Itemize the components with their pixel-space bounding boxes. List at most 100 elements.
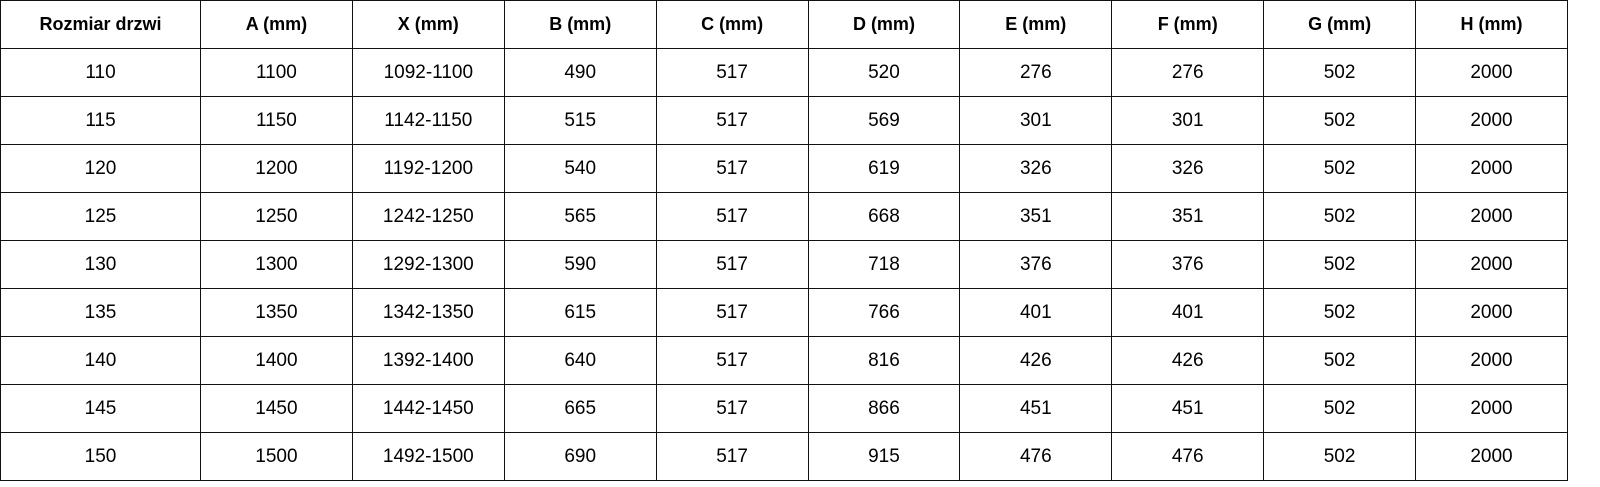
- table-cell: 2000: [1415, 48, 1568, 97]
- table-cell: 668: [807, 192, 961, 241]
- table-cell: 2000: [1415, 240, 1568, 289]
- table-cell: 2000: [1415, 96, 1568, 145]
- table-cell: 569: [807, 96, 961, 145]
- table-cell: 590: [503, 240, 657, 289]
- table-cell: 130: [0, 240, 201, 289]
- table-cell: 301: [1111, 96, 1265, 145]
- table-cell: 490: [503, 48, 657, 97]
- table-cell: 376: [1111, 240, 1265, 289]
- table-cell: 2000: [1415, 144, 1568, 193]
- table-row: 130 1300 1292-1300 590 517 718 376 376 502 2000: [0, 240, 1568, 289]
- table-cell: 520: [807, 48, 961, 97]
- table-cell: 145: [0, 384, 201, 433]
- table-cell: 2000: [1415, 192, 1568, 241]
- table-row: 120 1200 1192-1200 540 517 619 326 326 502 2000: [0, 144, 1568, 193]
- header-row: Rozmiar drzwi A (mm) X (mm) B (mm) C (mm) D (…: [0, 0, 1568, 49]
- column-header: C (mm): [655, 0, 809, 49]
- table-cell: 426: [1111, 336, 1265, 385]
- table-cell: 517: [655, 432, 809, 481]
- table-cell: 451: [1111, 384, 1265, 433]
- table-cell: 502: [1263, 48, 1416, 97]
- column-header: G (mm): [1263, 0, 1416, 49]
- table-cell: 517: [655, 96, 809, 145]
- column-header: A (mm): [200, 0, 353, 49]
- table-cell: 1100: [200, 48, 353, 97]
- table-cell: 517: [655, 144, 809, 193]
- table-cell: 1142-1150: [351, 96, 505, 145]
- table-row: 115 1150 1142-1150 515 517 569 301 301 502 2000: [0, 96, 1568, 145]
- table-cell: 690: [503, 432, 657, 481]
- table-cell: 540: [503, 144, 657, 193]
- table-cell: 150: [0, 432, 201, 481]
- table-cell: 640: [503, 336, 657, 385]
- table-cell: 115: [0, 96, 201, 145]
- column-header: E (mm): [959, 0, 1113, 49]
- table-cell: 718: [807, 240, 961, 289]
- table-cell: 615: [503, 288, 657, 337]
- column-header: Rozmiar drzwi: [0, 0, 201, 49]
- table-cell: 502: [1263, 336, 1416, 385]
- table-cell: 401: [1111, 288, 1265, 337]
- table-cell: 619: [807, 144, 961, 193]
- table-cell: 1500: [200, 432, 353, 481]
- table-cell: 1200: [200, 144, 353, 193]
- table-cell: 401: [959, 288, 1113, 337]
- table-cell: 351: [959, 192, 1113, 241]
- table-cell: 665: [503, 384, 657, 433]
- table-cell: 502: [1263, 240, 1416, 289]
- table-cell: 517: [655, 288, 809, 337]
- column-header: B (mm): [503, 0, 657, 49]
- table-cell: 476: [1111, 432, 1265, 481]
- table-cell: 502: [1263, 384, 1416, 433]
- column-header: H (mm): [1415, 0, 1568, 49]
- table-cell: 517: [655, 384, 809, 433]
- table-cell: 276: [959, 48, 1113, 97]
- table-cell: 1250: [200, 192, 353, 241]
- table-cell: 502: [1263, 192, 1416, 241]
- table-row: 150 1500 1492-1500 690 517 915 476 476 502 2000: [0, 432, 1568, 481]
- table-cell: 866: [807, 384, 961, 433]
- column-header: D (mm): [807, 0, 961, 49]
- table-cell: 2000: [1415, 288, 1568, 337]
- table-cell: 1342-1350: [351, 288, 505, 337]
- table-cell: 326: [1111, 144, 1265, 193]
- table-cell: 276: [1111, 48, 1265, 97]
- table-cell: 376: [959, 240, 1113, 289]
- table-row: 140 1400 1392-1400 640 517 816 426 426 502 2000: [0, 336, 1568, 385]
- table-cell: 326: [959, 144, 1113, 193]
- table-row: 125 1250 1242-1250 565 517 668 351 351 502 2000: [0, 192, 1568, 241]
- table-cell: 1242-1250: [351, 192, 505, 241]
- table-cell: 816: [807, 336, 961, 385]
- table-cell: 502: [1263, 96, 1416, 145]
- table-cell: 517: [655, 336, 809, 385]
- table-cell: 1292-1300: [351, 240, 505, 289]
- table-cell: 515: [503, 96, 657, 145]
- table-cell: 1442-1450: [351, 384, 505, 433]
- table-cell: 517: [655, 48, 809, 97]
- table-cell: 125: [0, 192, 201, 241]
- table-cell: 1092-1100: [351, 48, 505, 97]
- table-cell: 2000: [1415, 384, 1568, 433]
- table-cell: 502: [1263, 432, 1416, 481]
- table-cell: 1450: [200, 384, 353, 433]
- column-header: F (mm): [1111, 0, 1265, 49]
- table-cell: 517: [655, 192, 809, 241]
- table-cell: 351: [1111, 192, 1265, 241]
- table-cell: 451: [959, 384, 1113, 433]
- table-cell: 140: [0, 336, 201, 385]
- table-cell: 110: [0, 48, 201, 97]
- table-cell: 517: [655, 240, 809, 289]
- table-cell: 1492-1500: [351, 432, 505, 481]
- table-cell: 1150: [200, 96, 353, 145]
- table-cell: 915: [807, 432, 961, 481]
- table-cell: 135: [0, 288, 201, 337]
- table-row: 135 1350 1342-1350 615 517 766 401 401 502 2000: [0, 288, 1568, 337]
- table-cell: 1300: [200, 240, 353, 289]
- table-cell: 301: [959, 96, 1113, 145]
- table-row: 145 1450 1442-1450 665 517 866 451 451 502 2000: [0, 384, 1568, 433]
- table-cell: 766: [807, 288, 961, 337]
- table-cell: 502: [1263, 288, 1416, 337]
- table-cell: 2000: [1415, 432, 1568, 481]
- door-dimensions-table: Rozmiar drzwi A (mm) X (mm) B (mm) C (mm) D (…: [0, 0, 1568, 481]
- table-cell: 426: [959, 336, 1113, 385]
